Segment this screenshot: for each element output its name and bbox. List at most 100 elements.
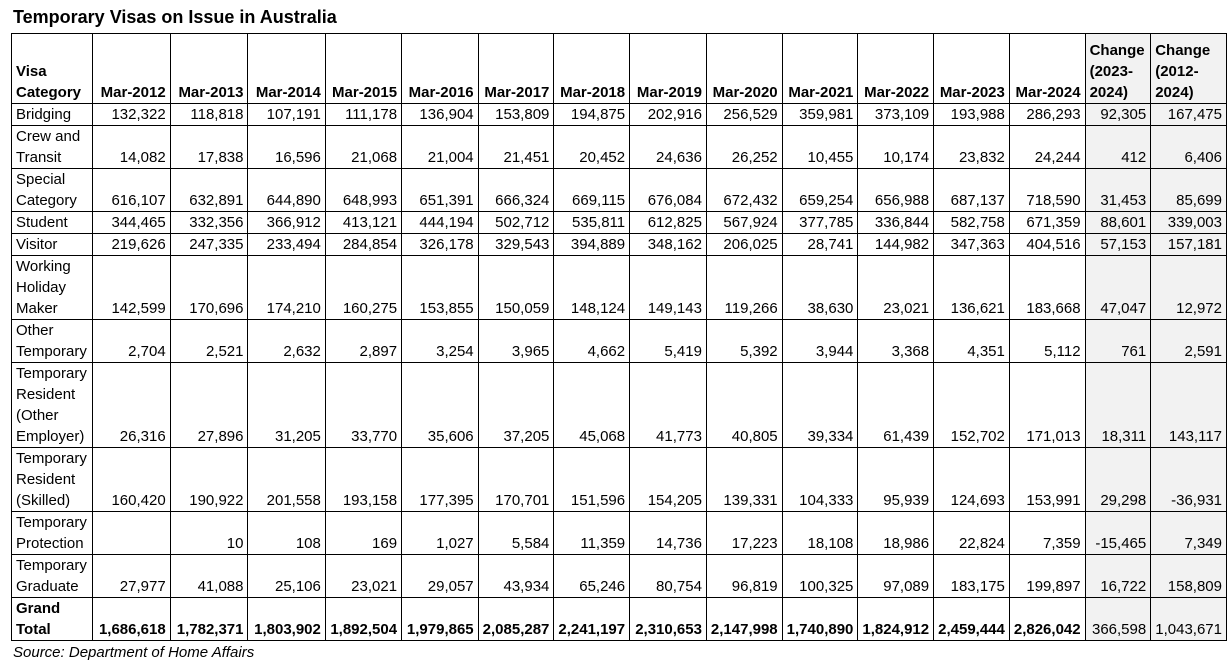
value-cell: 5,112	[1008, 319, 1086, 363]
value-cell: 160,275	[324, 255, 403, 320]
value-cell: 149,143	[629, 255, 707, 320]
value-cell: 17,223	[705, 511, 783, 555]
table-row: Grand Total 1,686,618 1,782,371 1,803,902 1,…	[10, 597, 1227, 641]
value-cell: 359,981	[781, 103, 859, 126]
value-cell: 377,785	[781, 211, 859, 234]
value-cell: 24,244	[1008, 125, 1086, 169]
value-cell: 65,246	[553, 554, 631, 598]
value-cell: 3,254	[401, 319, 479, 363]
value-cell: 3,368	[857, 319, 935, 363]
value-cell: 1,027	[401, 511, 479, 555]
value-cell: 38,630	[781, 255, 859, 320]
value-cell: 26,252	[705, 125, 783, 169]
month-column-header: Mar-2019	[629, 33, 707, 104]
value-cell: 18,986	[857, 511, 935, 555]
value-cell: 616,107	[92, 168, 171, 212]
table-row: Temporary Protection 10 108 169 1,027 5,584 11…	[10, 511, 1227, 555]
value-cell: 5,584	[477, 511, 555, 555]
change-value-cell: 92,305	[1084, 103, 1152, 126]
change-value-cell: 31,453	[1084, 168, 1152, 212]
value-cell: 286,293	[1008, 103, 1086, 126]
value-cell: 284,854	[324, 233, 403, 256]
value-cell: 2,704	[92, 319, 171, 363]
value-cell: 5,419	[629, 319, 707, 363]
header-row: Visa Category Mar-2012 Mar-2013 Mar-2014 Mar…	[10, 33, 1227, 104]
row-category: Temporary Graduate	[10, 554, 94, 598]
value-cell: 104,333	[781, 447, 859, 512]
value-cell: 4,351	[933, 319, 1010, 363]
value-cell: 108	[247, 511, 326, 555]
value-cell: 153,991	[1008, 447, 1086, 512]
value-cell: 404,516	[1008, 233, 1086, 256]
value-cell: 25,106	[247, 554, 326, 598]
change-value-cell: 157,181	[1150, 233, 1227, 256]
value-cell: 582,758	[933, 211, 1010, 234]
change-value-cell: 158,809	[1150, 554, 1227, 598]
value-cell: 2,632	[247, 319, 326, 363]
value-cell: 672,432	[705, 168, 783, 212]
change-value-cell: 339,003	[1150, 211, 1227, 234]
value-cell: 567,924	[705, 211, 783, 234]
value-cell: 31,205	[247, 362, 326, 448]
month-column-header: Mar-2023	[933, 33, 1010, 104]
month-column-header: Mar-2018	[553, 33, 631, 104]
change-value-cell: -36,931	[1150, 447, 1227, 512]
value-cell: 1,892,504	[324, 597, 403, 641]
change-value-cell: 57,153	[1084, 233, 1152, 256]
visa-table: Visa Category Mar-2012 Mar-2013 Mar-2014 Mar…	[10, 33, 1227, 641]
value-cell: 348,162	[629, 233, 707, 256]
value-cell: 347,363	[933, 233, 1010, 256]
value-cell: 107,191	[247, 103, 326, 126]
value-cell: 132,322	[92, 103, 171, 126]
value-cell: 247,335	[169, 233, 249, 256]
value-cell: 2,310,653	[629, 597, 707, 641]
value-cell: 671,359	[1008, 211, 1086, 234]
row-category: Temporary Resident (Other Employer)	[10, 362, 94, 448]
change-value-cell: 143,117	[1150, 362, 1227, 448]
value-cell: 206,025	[705, 233, 783, 256]
value-cell: 124,693	[933, 447, 1010, 512]
value-cell: 169	[324, 511, 403, 555]
value-cell: 10	[169, 511, 249, 555]
value-cell: 80,754	[629, 554, 707, 598]
value-cell: 256,529	[705, 103, 783, 126]
value-cell: 2,826,042	[1008, 597, 1086, 641]
value-cell: 24,636	[629, 125, 707, 169]
value-cell: 535,811	[553, 211, 631, 234]
row-category: Special Category	[10, 168, 94, 212]
change-value-cell: 1,043,671	[1150, 597, 1227, 641]
table-row: Working Holiday Maker 142,599 170,696 174,2…	[10, 255, 1227, 320]
value-cell: 150,059	[477, 255, 555, 320]
month-column-header: Mar-2022	[857, 33, 935, 104]
month-column-header: Mar-2017	[477, 33, 555, 104]
value-cell: 194,875	[553, 103, 631, 126]
value-cell: 4,662	[553, 319, 631, 363]
row-category: Crew and Transit	[10, 125, 94, 169]
change-value-cell: 88,601	[1084, 211, 1152, 234]
value-cell: 39,334	[781, 362, 859, 448]
value-cell: 651,391	[401, 168, 479, 212]
value-cell: 27,896	[169, 362, 249, 448]
value-cell: 413,121	[324, 211, 403, 234]
table-row: Other Temporary 2,704 2,521 2,632 2,897 3,254…	[10, 319, 1227, 363]
value-cell: 344,465	[92, 211, 171, 234]
row-category: Visitor	[10, 233, 94, 256]
visa-category-header: Visa Category	[10, 33, 94, 104]
value-cell: 153,809	[477, 103, 555, 126]
value-cell: 2,147,998	[705, 597, 783, 641]
value-cell: 170,696	[169, 255, 249, 320]
table-row: Special Category 616,107 632,891 644,890 648…	[10, 168, 1227, 212]
table-row: Crew and Transit 14,082 17,838 16,596 21,068…	[10, 125, 1227, 169]
value-cell: 1,824,912	[857, 597, 935, 641]
value-cell: 148,124	[553, 255, 631, 320]
value-cell: 2,897	[324, 319, 403, 363]
value-cell: 332,356	[169, 211, 249, 234]
value-cell: 10,455	[781, 125, 859, 169]
value-cell: 26,316	[92, 362, 171, 448]
value-cell: 329,543	[477, 233, 555, 256]
change-value-cell: 18,311	[1084, 362, 1152, 448]
value-cell: 3,965	[477, 319, 555, 363]
value-cell: 136,621	[933, 255, 1010, 320]
value-cell: 10,174	[857, 125, 935, 169]
